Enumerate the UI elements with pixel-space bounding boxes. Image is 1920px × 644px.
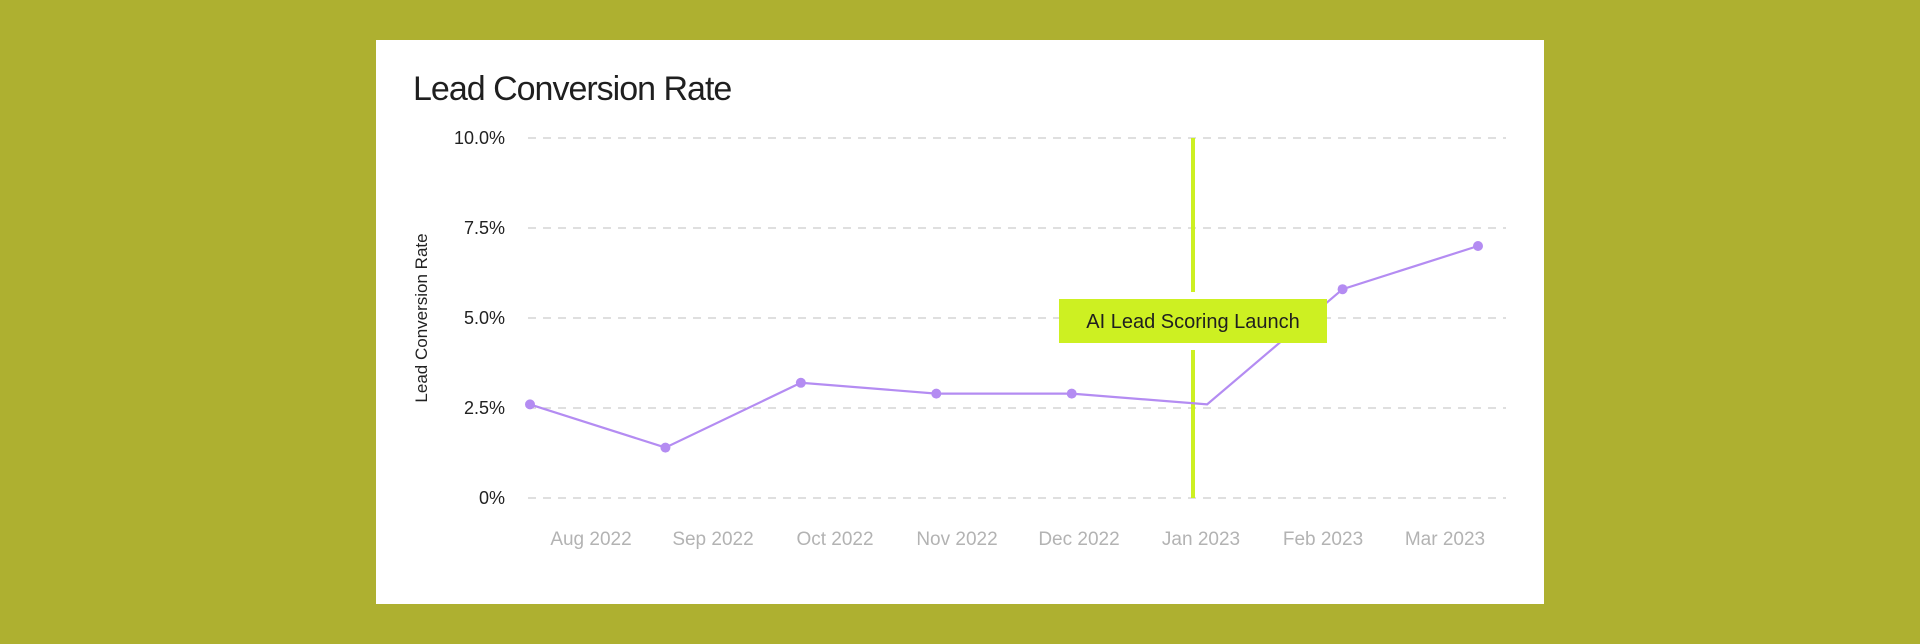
x-tick-label: Aug 2022 <box>550 529 631 550</box>
data-point <box>931 388 942 399</box>
y-tick-label: 7.5% <box>464 218 505 238</box>
data-point <box>1473 241 1483 251</box>
series-line <box>529 244 1479 449</box>
y-tick-label: 2.5% <box>464 398 505 418</box>
y-axis-label: Lead Conversion Rate <box>412 233 431 402</box>
x-tick-label: Nov 2022 <box>916 529 997 550</box>
x-tick-label: Feb 2023 <box>1283 529 1363 550</box>
data-point <box>1066 388 1077 399</box>
y-tick-label: 0% <box>479 488 505 508</box>
x-tick-label: Mar 2023 <box>1405 529 1485 550</box>
x-tick-label: Dec 2022 <box>1038 529 1119 550</box>
x-tick-label: Sep 2022 <box>672 529 753 550</box>
data-point <box>1337 284 1348 295</box>
data-point <box>795 377 806 388</box>
y-tick-label: 10.0% <box>454 128 505 148</box>
chart-title: Lead Conversion Rate <box>413 70 732 108</box>
x-tick-label: Jan 2023 <box>1162 529 1240 550</box>
data-point <box>660 442 671 453</box>
y-tick-label: 5.0% <box>464 308 505 328</box>
chart-card: Lead Conversion Rate 0% 2.5% 5.0% 7.5% 10.0%… <box>376 40 1544 604</box>
data-point <box>525 399 535 410</box>
annotation-box <box>1059 299 1327 343</box>
annotation-label: AI Lead Scoring Launch <box>1086 311 1300 333</box>
x-tick-label: Oct 2022 <box>796 529 873 550</box>
line-chart: 0% 2.5% 5.0% 7.5% 10.0% Lead Conversion Rate A… <box>412 128 1506 550</box>
